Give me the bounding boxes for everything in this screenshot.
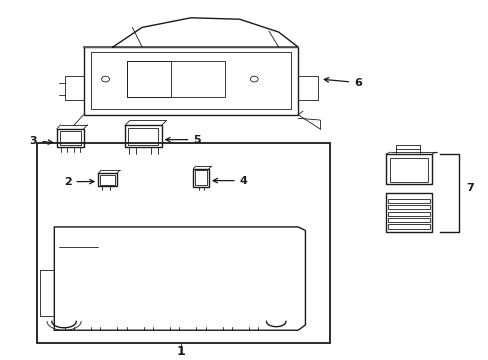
Bar <box>125 125 161 148</box>
Bar <box>100 175 115 185</box>
Bar <box>83 47 298 115</box>
Bar <box>385 154 431 184</box>
Bar <box>195 170 206 185</box>
Bar <box>387 199 429 203</box>
Text: 1: 1 <box>176 345 185 358</box>
Bar <box>143 268 169 286</box>
Text: 3: 3 <box>30 136 53 146</box>
Bar <box>215 307 239 327</box>
Bar <box>65 76 83 100</box>
Bar <box>58 307 81 327</box>
Bar <box>185 264 220 288</box>
Bar <box>128 127 158 145</box>
Bar <box>163 307 186 327</box>
Bar <box>298 76 317 100</box>
Bar <box>97 268 123 286</box>
Bar <box>140 264 173 288</box>
Bar <box>98 174 117 186</box>
Text: 4: 4 <box>213 176 247 186</box>
Bar <box>93 264 127 288</box>
Bar <box>103 230 125 261</box>
Bar <box>256 230 281 245</box>
Polygon shape <box>83 18 298 47</box>
Bar <box>385 193 431 232</box>
Bar <box>236 268 262 286</box>
Bar <box>387 218 429 222</box>
Text: 6: 6 <box>324 78 361 87</box>
Bar <box>256 230 281 257</box>
Bar <box>59 230 98 262</box>
Bar <box>137 307 160 327</box>
Bar <box>157 230 178 261</box>
Bar <box>57 129 83 147</box>
Bar <box>189 307 212 327</box>
Bar <box>127 61 224 97</box>
Polygon shape <box>54 227 305 330</box>
Bar <box>387 212 429 216</box>
Bar <box>242 307 265 327</box>
Bar <box>389 158 427 183</box>
Bar <box>222 230 245 257</box>
Bar <box>91 52 290 109</box>
Bar <box>110 307 134 327</box>
Bar <box>127 61 171 97</box>
Bar <box>193 169 208 187</box>
Bar <box>60 131 81 145</box>
Text: 7: 7 <box>466 183 473 193</box>
Text: 5: 5 <box>165 135 201 145</box>
Bar <box>232 264 266 288</box>
Bar <box>37 143 329 343</box>
Bar <box>159 238 176 259</box>
Bar <box>193 230 216 257</box>
Bar <box>84 307 107 327</box>
Bar <box>189 268 216 286</box>
Text: 2: 2 <box>63 177 94 187</box>
Bar <box>387 205 429 210</box>
Bar <box>59 227 298 327</box>
Bar <box>132 238 149 259</box>
Bar <box>387 224 429 229</box>
Bar <box>130 230 152 261</box>
Bar <box>105 238 122 259</box>
